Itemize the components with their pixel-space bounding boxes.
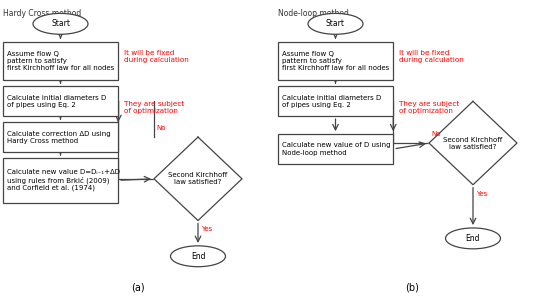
- Text: Calculate new value D=Dᵢ₋₁+ΔD
using rules from Brkić (2009)
and Corfield et al. : Calculate new value D=Dᵢ₋₁+ΔD using rule…: [7, 169, 120, 191]
- Ellipse shape: [446, 228, 501, 249]
- Bar: [3, 122, 118, 152]
- Text: They are subject
of optimization: They are subject of optimization: [399, 101, 459, 114]
- Text: Start: Start: [326, 19, 345, 28]
- Text: Second Kirchhoff
law satisfied?: Second Kirchhoff law satisfied?: [443, 136, 503, 150]
- Ellipse shape: [33, 13, 88, 34]
- Text: Assume flow Q
pattern to satisfy
first Kirchhoff law for all nodes: Assume flow Q pattern to satisfy first K…: [7, 51, 114, 71]
- Text: They are subject
of optimization: They are subject of optimization: [124, 101, 184, 114]
- Text: Yes: Yes: [476, 191, 487, 197]
- Bar: [278, 42, 393, 80]
- Text: Second Kirchhoff
law satisfied?: Second Kirchhoff law satisfied?: [168, 172, 228, 185]
- Text: Calculate initial diameters D
of pipes using Eq. 2: Calculate initial diameters D of pipes u…: [7, 95, 106, 108]
- Text: It will be fixed
during calculation: It will be fixed during calculation: [124, 50, 189, 63]
- Text: Yes: Yes: [201, 226, 212, 232]
- Text: Calculate initial diameters D
of pipes using Eq. 2: Calculate initial diameters D of pipes u…: [282, 95, 381, 108]
- Bar: [278, 86, 393, 116]
- Polygon shape: [154, 137, 242, 221]
- Text: No: No: [432, 131, 441, 137]
- Text: (a): (a): [131, 282, 144, 292]
- Text: Assume flow Q
pattern to satisfy
first Kirchhoff law for all nodes: Assume flow Q pattern to satisfy first K…: [282, 51, 389, 71]
- Text: Calculate new value of D using
Node-loop method: Calculate new value of D using Node-loop…: [282, 142, 390, 156]
- Bar: [3, 158, 118, 203]
- Text: End: End: [191, 252, 205, 261]
- Ellipse shape: [308, 13, 363, 34]
- Polygon shape: [429, 101, 517, 185]
- Text: It will be fixed
during calculation: It will be fixed during calculation: [399, 50, 464, 63]
- Text: No: No: [157, 125, 166, 131]
- Text: End: End: [466, 234, 480, 243]
- Bar: [278, 134, 393, 164]
- Bar: [3, 42, 118, 80]
- Text: Node-loop method: Node-loop method: [278, 9, 349, 18]
- Ellipse shape: [170, 246, 226, 267]
- Text: Start: Start: [51, 19, 70, 28]
- Bar: [3, 86, 118, 116]
- Text: (b): (b): [405, 282, 420, 292]
- Text: Hardy Cross method: Hardy Cross method: [3, 9, 81, 18]
- Text: Calculate correction ΔD using
Hardy Cross method: Calculate correction ΔD using Hardy Cros…: [7, 131, 111, 144]
